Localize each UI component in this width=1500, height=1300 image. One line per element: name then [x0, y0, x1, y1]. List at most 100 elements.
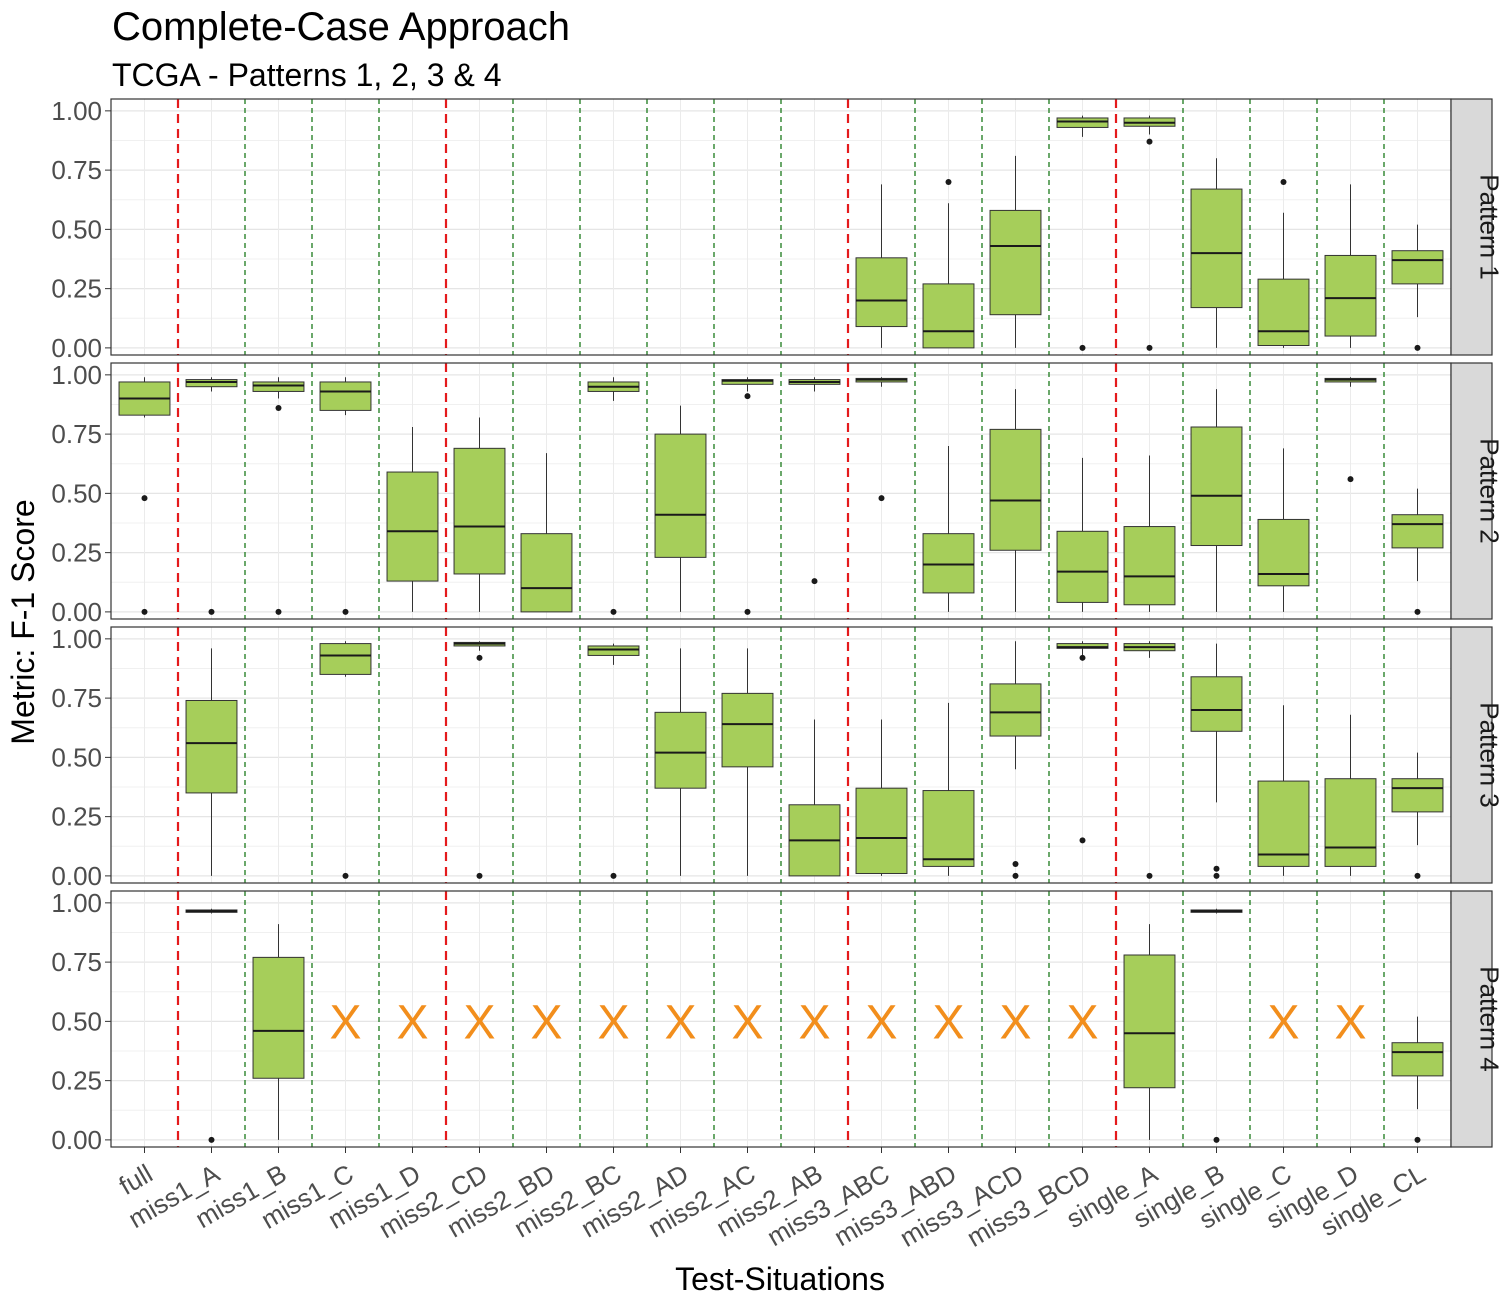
outlier-point	[476, 872, 483, 879]
chart-title: Complete-Case Approach	[112, 5, 570, 49]
box-miss1_B	[252, 924, 305, 1140]
box-miss3_ACD	[989, 155, 1042, 348]
y-tick-label: 0.50	[51, 1006, 102, 1036]
box-miss2_AD	[654, 648, 707, 876]
iqr-box	[989, 428, 1042, 551]
y-tick-label: 0.50	[51, 478, 102, 508]
panels: 0.00 0.25 0.50 0.75 1.00 Pattern 1 0.00 0.25 0.5…	[51, 96, 1500, 1155]
iqr-box	[1123, 954, 1176, 1089]
iqr-box	[1056, 530, 1109, 603]
box-miss3_ACD	[989, 641, 1042, 879]
iqr-box	[1257, 278, 1310, 347]
iqr-box	[386, 471, 439, 582]
outlier-point	[1012, 861, 1019, 868]
box-miss2_CD	[453, 417, 506, 612]
iqr-box	[989, 683, 1042, 737]
iqr-box	[1123, 526, 1176, 606]
iqr-box	[922, 790, 975, 867]
box-single_CL	[1391, 224, 1444, 351]
outlier-point	[1414, 872, 1421, 879]
box-miss1_B	[252, 377, 305, 615]
box-miss1_D	[386, 427, 439, 612]
outlier-point	[275, 405, 282, 412]
y-tick-label: 1.00	[51, 360, 102, 390]
iqr-box	[1257, 518, 1310, 587]
iqr-box	[1391, 778, 1444, 813]
panel-2: 0.00 0.25 0.50 0.75 1.00 Pattern 2	[51, 360, 1500, 627]
outlier-point	[275, 608, 282, 615]
box-miss2_BD	[520, 453, 573, 613]
missing-marker-miss1_C: X	[329, 996, 361, 1049]
box-single_A	[1123, 924, 1176, 1140]
box-miss2_BC	[587, 377, 640, 615]
iqr-box	[1391, 1042, 1444, 1077]
iqr-box	[721, 692, 774, 768]
missing-marker-single_C: X	[1267, 996, 1299, 1049]
panel-1: 0.00 0.25 0.50 0.75 1.00 Pattern 1	[51, 96, 1500, 363]
y-tick-label: 0.50	[51, 742, 102, 772]
missing-marker-miss2_BD: X	[530, 996, 562, 1049]
box-single_C	[1257, 705, 1310, 876]
outlier-point	[610, 872, 617, 879]
iqr-box	[989, 209, 1042, 316]
box-miss1_A	[185, 377, 238, 615]
box-miss3_ABC	[855, 377, 908, 502]
box-single_C	[1257, 448, 1310, 612]
outlier-point	[878, 495, 885, 502]
iqr-box	[587, 645, 640, 656]
iqr-box	[319, 381, 372, 411]
y-tick-label: 0.00	[51, 333, 102, 363]
facet-strip-label: Pattern 3	[1475, 702, 1500, 808]
facet-strip	[1450, 98, 1493, 356]
box-miss3_BCD	[1056, 457, 1109, 612]
box-single_D	[1324, 184, 1377, 348]
outlier-point	[811, 578, 818, 585]
box-miss3_ACD	[989, 389, 1042, 612]
missing-marker-miss3_ACD: X	[999, 996, 1031, 1049]
box-single_CL	[1391, 752, 1444, 879]
iqr-box	[721, 379, 774, 385]
box-miss3_ABD	[922, 702, 975, 876]
y-tick-label: 0.75	[51, 419, 102, 449]
iqr-box	[855, 787, 908, 875]
iqr-box	[1190, 426, 1243, 547]
box-miss3_BCD	[1056, 115, 1109, 351]
outlier-point	[208, 1136, 215, 1143]
missing-marker-miss3_BCD: X	[1066, 996, 1098, 1049]
box-miss2_AC	[721, 377, 774, 615]
y-tick-label: 0.75	[51, 683, 102, 713]
outlier-point	[1414, 1136, 1421, 1143]
box-miss2_CD	[453, 641, 506, 879]
iqr-box	[1190, 188, 1243, 309]
missing-marker-miss2_BC: X	[597, 996, 629, 1049]
box-miss2_AD	[654, 405, 707, 612]
iqr-box	[252, 956, 305, 1079]
box-single_B	[1190, 158, 1243, 348]
facet-strip-label: Pattern 2	[1475, 438, 1500, 544]
y-tick-label: 1.00	[51, 888, 102, 918]
box-miss2_AC	[721, 648, 774, 876]
x-axis-title: Test-Situations	[675, 1261, 885, 1297]
outlier-point	[1347, 476, 1354, 483]
y-axis-title: Metric: F-1 Score	[5, 499, 41, 744]
y-tick-label: 0.25	[51, 1066, 102, 1096]
box-single_B	[1190, 908, 1243, 1143]
iqr-box	[1324, 778, 1377, 867]
outlier-point	[1012, 872, 1019, 879]
box-miss1_C	[319, 641, 372, 879]
box-miss3_BCD	[1056, 641, 1109, 844]
box-single_CL	[1391, 1016, 1444, 1143]
iqr-box	[319, 643, 372, 675]
outlier-point	[1414, 344, 1421, 351]
iqr-box	[922, 533, 975, 594]
box-miss1_A	[185, 908, 238, 1143]
iqr-box	[252, 381, 305, 392]
iqr-box	[1190, 676, 1243, 732]
iqr-box	[855, 257, 908, 328]
missing-marker-miss3_ABD: X	[932, 996, 964, 1049]
missing-marker-miss2_AC: X	[731, 996, 763, 1049]
iqr-box	[654, 711, 707, 789]
outlier-point	[1280, 178, 1287, 185]
outlier-point	[476, 654, 483, 661]
